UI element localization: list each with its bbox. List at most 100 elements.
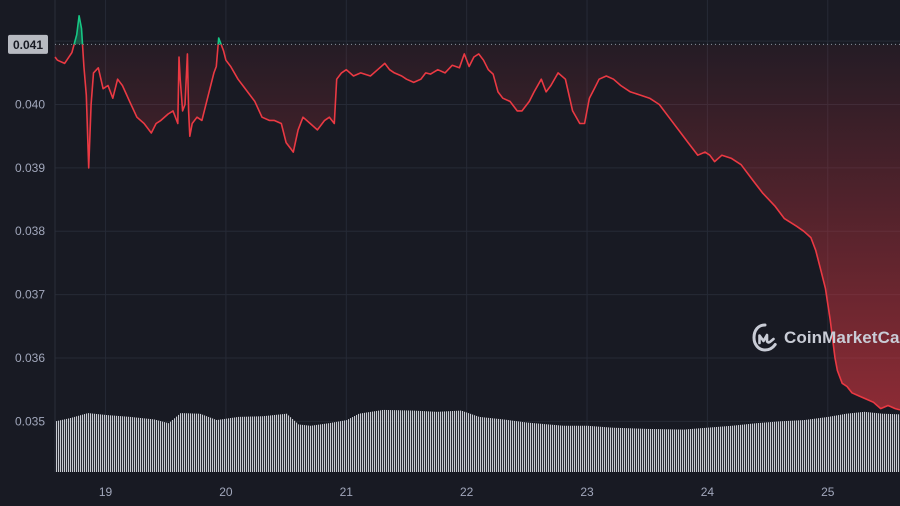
volume-bar [386, 409, 388, 472]
volume-bar [844, 414, 846, 472]
volume-bar [542, 423, 544, 472]
volume-bar [524, 422, 526, 472]
volume-bar [400, 410, 402, 472]
volume-bar [544, 424, 546, 472]
volume-bar [304, 425, 306, 472]
volume-bar [366, 412, 368, 472]
volume-bar [414, 410, 416, 472]
volume-bar [690, 429, 692, 472]
current-price-tag-label: 0.041 [13, 38, 43, 52]
volume-bar [820, 417, 822, 472]
volume-bar [796, 420, 798, 472]
volume-bar [862, 412, 864, 472]
volume-bar [90, 413, 92, 472]
volume-bar [530, 422, 532, 472]
volume-bar [242, 416, 244, 472]
volume-bar [638, 428, 640, 472]
volume-bar [384, 409, 386, 472]
volume-bar [496, 418, 498, 472]
volume-bar [806, 419, 808, 472]
volume-bar [590, 425, 592, 472]
volume-bar [730, 425, 732, 472]
volume-bar [448, 411, 450, 472]
volume-bar [98, 414, 100, 472]
volume-bar [488, 417, 490, 472]
volume-bar [570, 425, 572, 472]
volume-bar [388, 410, 390, 472]
volume-bar [738, 425, 740, 472]
volume-bar [110, 415, 112, 472]
volume-bar [588, 425, 590, 472]
volume-bar [226, 418, 228, 472]
volume-bar [578, 425, 580, 472]
volume-bar [378, 410, 380, 472]
volume-bar [358, 413, 360, 472]
volume-bar [250, 416, 252, 472]
volume-bar [88, 413, 90, 472]
volume-bar [552, 424, 554, 472]
coinmarketcap-logo-icon [752, 323, 777, 352]
volume-bar [276, 414, 278, 472]
volume-bar [186, 413, 188, 472]
volume-bar [782, 421, 784, 472]
volume-bar [316, 424, 318, 472]
volume-bar [218, 419, 220, 472]
volume-bar [116, 415, 118, 472]
volume-bar [472, 414, 474, 472]
volume-bar [752, 423, 754, 472]
volume-bar [64, 419, 66, 472]
volume-bar [338, 421, 340, 472]
volume-bar [702, 428, 704, 472]
volume-bar [604, 427, 606, 472]
volume-bar [770, 422, 772, 472]
volume-bar [686, 429, 688, 472]
volume-bar [812, 418, 814, 472]
volume-bar [58, 420, 60, 472]
volume-bar [724, 426, 726, 472]
volume-bar [508, 420, 510, 472]
price-line-below-baseline [54, 44, 900, 411]
volume-bar [296, 422, 298, 472]
volume-bar [132, 417, 134, 472]
volume-bar [170, 421, 172, 472]
volume-bar [396, 410, 398, 472]
volume-bar [464, 411, 466, 472]
volume-bar [210, 417, 212, 472]
volume-bar [92, 413, 94, 472]
volume-bar [482, 417, 484, 472]
volume-bar [694, 428, 696, 472]
volume-bar [148, 418, 150, 472]
volume-bar [410, 410, 412, 472]
volume-bar [710, 427, 712, 472]
volume-bar [364, 412, 366, 472]
volume-bar [352, 417, 354, 472]
volume-bar [70, 417, 72, 472]
volume-bar [632, 428, 634, 472]
volume-bar [798, 420, 800, 472]
volume-bar [318, 424, 320, 472]
volume-bar [652, 429, 654, 472]
volume-bar [866, 412, 868, 472]
volume-bar [672, 429, 674, 472]
volume-bar [436, 411, 438, 472]
volume-bar [538, 423, 540, 472]
volume-bar [462, 411, 464, 472]
volume-bar [138, 417, 140, 472]
volume-bar [68, 418, 70, 472]
volume-bar [418, 410, 420, 472]
volume-bar [78, 415, 80, 472]
y-tick-label: 0.038 [15, 224, 45, 238]
volume-bar [230, 418, 232, 472]
volume-bar [476, 415, 478, 472]
volume-bar [636, 428, 638, 472]
volume-bar [450, 411, 452, 472]
volume-bar [100, 414, 102, 472]
volume-bar [278, 414, 280, 472]
volume-bar [670, 429, 672, 472]
volume-bar [282, 414, 284, 472]
volume-bar [272, 415, 274, 472]
volume-bar [288, 415, 290, 472]
volume-bar [890, 413, 892, 472]
volume-bar [228, 418, 230, 472]
